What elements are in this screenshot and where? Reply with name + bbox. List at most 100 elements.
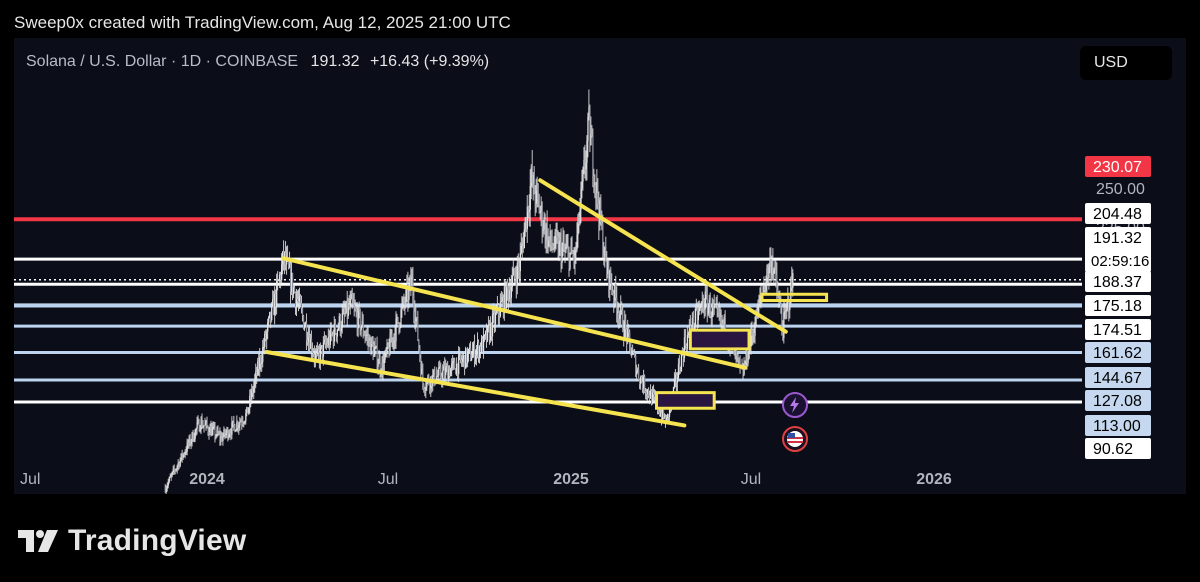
candle-body [788,298,790,310]
candle-body [187,442,189,445]
currency-button[interactable]: USD [1080,46,1172,80]
candle-body [784,311,786,313]
candle-body [241,421,243,423]
candle-body [609,270,611,290]
candle-body [170,474,172,477]
price-label-text: 204.48 [1093,206,1142,223]
candle-body [219,433,221,440]
candle-body [775,266,777,275]
candle-body [477,342,479,350]
candle-body [297,301,300,303]
candle-body [723,316,725,326]
candle-body [481,338,484,352]
candle-body [451,363,453,369]
candle-body [414,311,416,322]
candle-body [229,433,231,435]
candle-body [437,375,439,377]
candle-body [459,354,461,356]
candle-body [416,317,418,319]
candle-body [771,261,773,275]
candle-body [277,280,279,282]
candle-body [262,347,264,362]
candle-body [363,333,365,336]
candle-body [438,367,440,376]
candle-body [708,299,710,308]
symbol-info: Solana / U.S. Dollar · 1D · COINBASE 191… [26,53,489,71]
candle-body [498,314,501,317]
candle-body [275,293,277,307]
candle-body [310,338,313,352]
candle-body [196,422,198,429]
candle-body [590,134,592,146]
candle-body [210,426,212,436]
candle-body [183,453,185,455]
chart-panel[interactable]: Jul2024Jul2025Jul2026250.00225.00230.072… [14,38,1186,494]
candle-body [616,297,618,313]
price-chart[interactable]: Jul2024Jul2025Jul2026250.00225.00230.072… [14,38,1186,494]
candle-body [508,290,511,299]
candle-body [623,331,625,337]
candle-body [522,243,524,249]
candle-body [491,314,494,337]
candle-body [573,255,575,262]
candle-body [502,297,505,313]
candle-body [370,338,372,353]
price-label-box [1085,319,1151,340]
candle-body [181,453,183,458]
candle-body [634,353,636,357]
candle-body [528,209,530,212]
candle-body [627,328,629,343]
price-label-text: 230.07 [1093,159,1142,176]
candle-body [240,421,242,423]
candle-body [313,354,316,359]
lightning-event-icon[interactable] [782,392,808,418]
candle-body [253,386,255,393]
candle-body [385,351,387,353]
candle-body [614,283,616,301]
candle-body [273,298,275,315]
candle-body [506,282,509,289]
candle-body [604,246,606,257]
candle-body [560,240,562,263]
candle-body [565,247,567,250]
candle-body [446,366,448,368]
candle-body [386,343,388,353]
candle-body [636,370,638,375]
candle-body [270,311,272,320]
candle-body [781,313,783,327]
candle-body [384,351,386,360]
candle-body [168,477,170,482]
candle-body [660,412,662,416]
candle-body [501,297,504,301]
candle-body [250,395,252,400]
candle-body [568,248,570,269]
candle-body [620,305,622,315]
candle-body [588,107,590,117]
candle-body [179,459,181,467]
price-label-text: 90.62 [1093,441,1133,458]
candle-body [624,320,626,337]
candle-body [319,347,322,362]
candle-body [644,376,646,392]
candle-body [186,442,188,452]
candle-body [574,249,576,262]
candle-body [423,384,425,390]
candle-body [641,377,643,382]
candle-body [441,376,443,381]
candle-body [201,419,203,428]
candle-body [482,335,485,352]
candle-body [764,286,766,291]
candle-body [662,408,665,418]
candle-body [512,268,515,276]
candle-body [575,249,577,251]
candle-body [278,280,280,282]
candle-body [327,336,330,346]
candle-body [215,435,217,437]
us-flag-event-icon[interactable] [782,426,808,452]
candle-body [288,259,290,268]
candle-body [558,241,560,256]
zone-box [688,328,751,351]
candle-body [594,182,596,186]
candle-body [487,325,490,327]
candle-body [263,347,265,349]
